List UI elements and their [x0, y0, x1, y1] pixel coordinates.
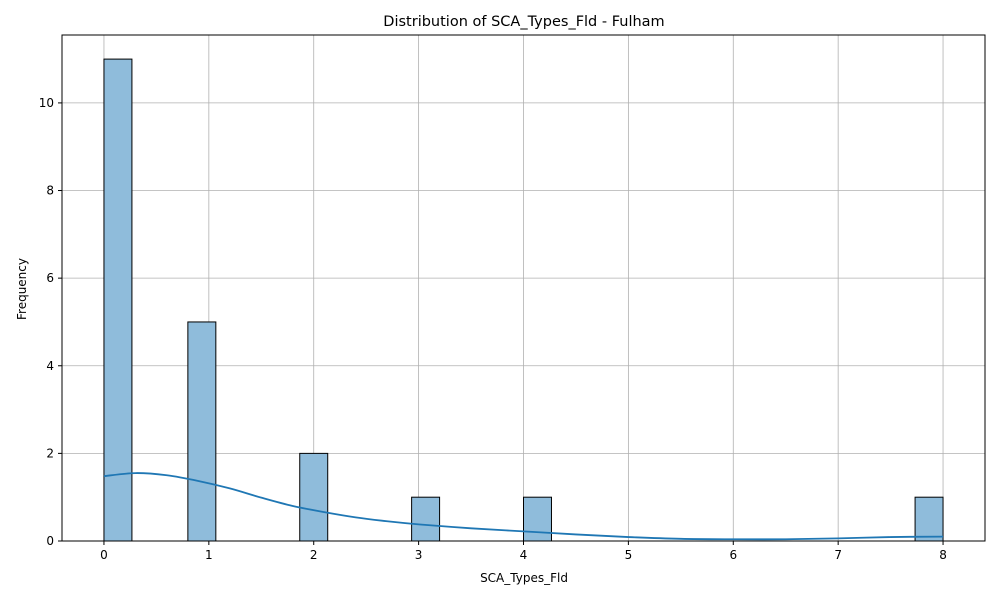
- x-tick-label: 1: [205, 548, 213, 562]
- chart-title: Distribution of SCA_Types_Fld - Fulham: [383, 14, 664, 30]
- y-tick-label: 6: [46, 271, 54, 285]
- histogram-bar: [411, 496, 441, 542]
- y-tick-label: 10: [39, 96, 54, 110]
- x-axis-label: SCA_Types_Fld: [480, 571, 568, 585]
- x-tick-label: 3: [415, 548, 423, 562]
- histogram-bar: [523, 496, 552, 542]
- x-tick-label: 5: [625, 548, 633, 562]
- x-tick-label: 2: [310, 548, 318, 562]
- x-tick-label: 7: [834, 548, 842, 562]
- y-tick-label: 2: [46, 446, 54, 460]
- histogram-bars: [103, 58, 944, 542]
- x-tick-label: 0: [100, 548, 108, 562]
- y-axis-ticks: 0 2 4 6 8 10: [39, 96, 62, 548]
- histogram-bar: [187, 321, 217, 542]
- histogram-bar: [299, 452, 329, 542]
- histogram-bar: [103, 58, 133, 542]
- y-axis-label: Frequency: [15, 258, 29, 320]
- x-axis-ticks: 0 1 2 3 4 5 6 7 8: [100, 541, 947, 562]
- kde-curve: [103, 472, 944, 541]
- x-tick-label: 4: [520, 548, 528, 562]
- kde-line: [103, 472, 944, 541]
- y-tick-label: 0: [46, 534, 54, 548]
- x-tick-label: 6: [729, 548, 737, 562]
- x-tick-label: 8: [939, 548, 947, 562]
- histogram-bar: [914, 496, 944, 542]
- y-tick-label: 4: [46, 359, 54, 373]
- y-tick-label: 8: [46, 184, 54, 198]
